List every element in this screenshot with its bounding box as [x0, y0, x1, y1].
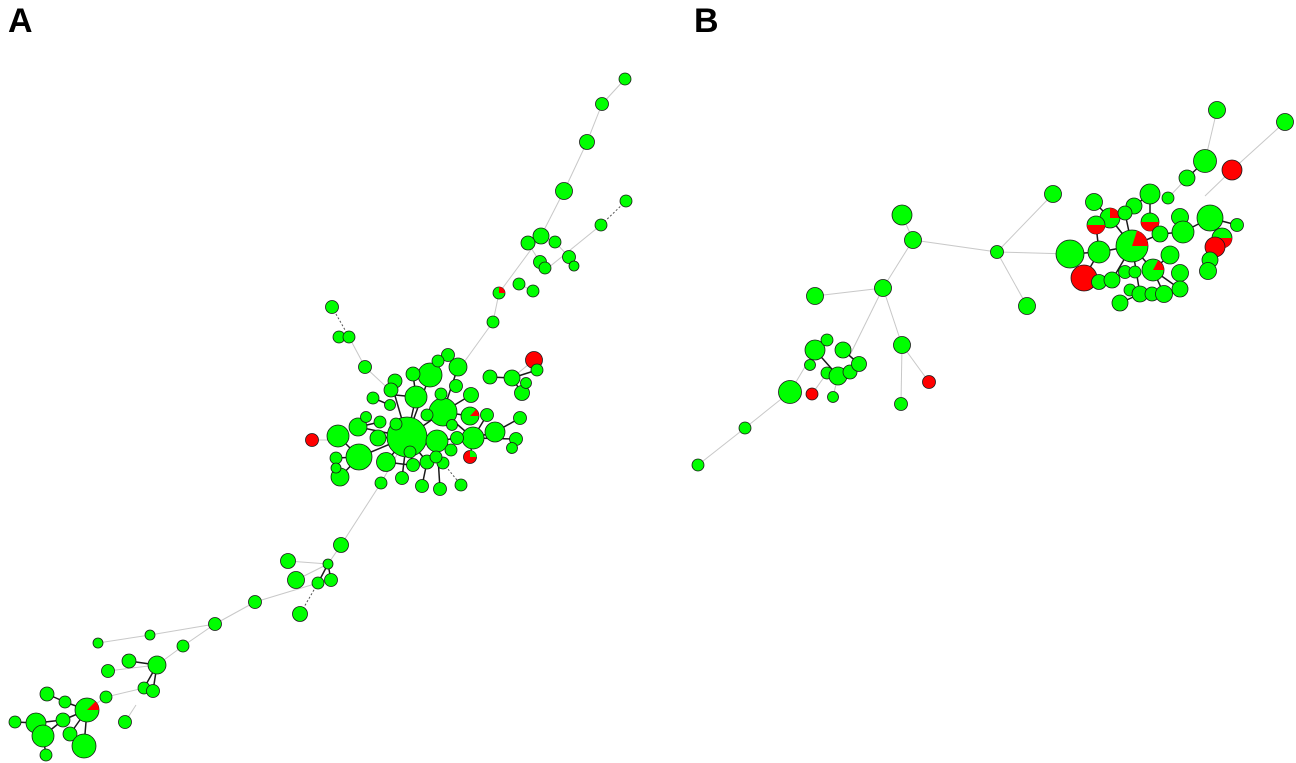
panel-b-nodes — [691, 101, 1294, 472]
panel-a-network — [8, 72, 633, 762]
panel-a-nodes — [8, 72, 633, 762]
panel-a-label: A — [8, 2, 33, 40]
panel-b-network — [691, 101, 1294, 472]
panel-a-edges — [14, 78, 627, 756]
panel-b-label: B — [694, 2, 719, 40]
